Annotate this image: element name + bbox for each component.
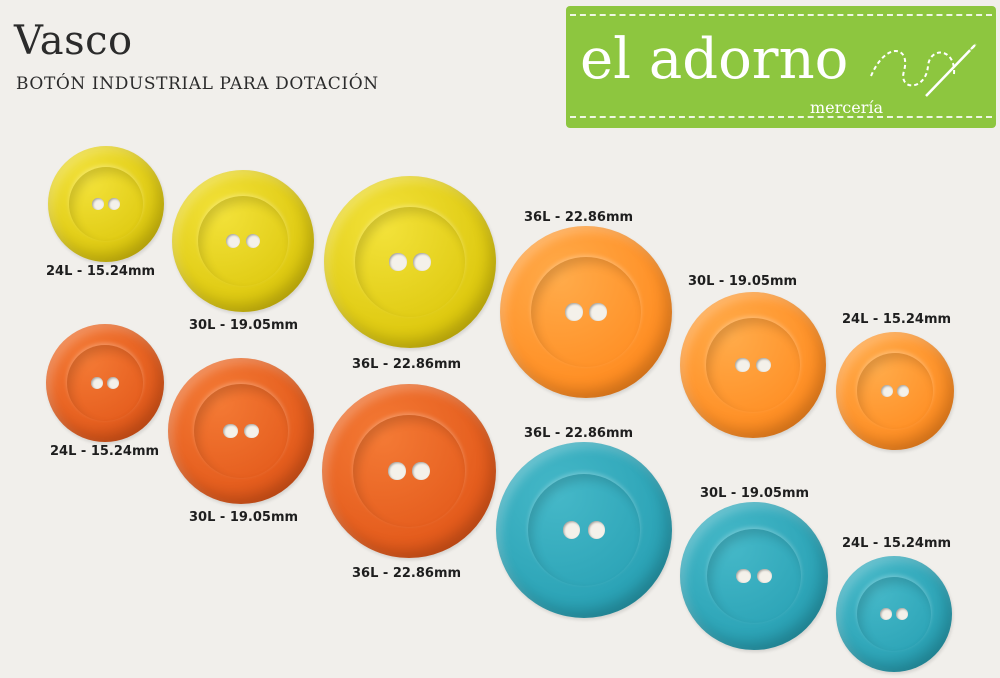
size-label: 36L - 22.86mm [352,357,462,372]
brand-logo: el adorno mercería [566,6,996,128]
button-sample-yellow-24l [48,146,164,262]
logo-name: el adorno [580,27,849,92]
page-title: Vasco [14,18,133,64]
button-sample-lightorange-36l [500,226,672,398]
size-label: 24L - 15.24mm [50,444,160,459]
needle-thread-icon [870,43,977,97]
size-label: 24L - 15.24mm [842,536,952,551]
button-sample-yellow-30l [172,170,314,312]
button-sample-yellow-36l [324,176,496,348]
logo-tagline: mercería [810,98,884,117]
size-label: 36L - 22.86mm [352,566,462,581]
button-sample-teal-30l [680,502,828,650]
button-sample-teal-24l [836,556,952,672]
button-sample-lightorange-24l [836,332,954,450]
button-sample-orange-30l [168,358,314,504]
size-label: 30L - 19.05mm [688,274,798,289]
button-sample-lightorange-30l [680,292,826,438]
size-label: 36L - 22.86mm [524,210,634,225]
button-sample-teal-36l [496,442,672,618]
button-sample-orange-24l [46,324,164,442]
button-sample-orange-36l [322,384,496,558]
size-label: 36L - 22.86mm [524,426,634,441]
size-label: 30L - 19.05mm [189,510,299,525]
page-subtitle: BOTÓN INDUSTRIAL PARA DOTACIÓN [16,74,379,94]
size-label: 24L - 15.24mm [46,264,156,279]
size-label: 30L - 19.05mm [189,318,299,333]
size-label: 30L - 19.05mm [700,486,810,501]
size-label: 24L - 15.24mm [842,312,952,327]
